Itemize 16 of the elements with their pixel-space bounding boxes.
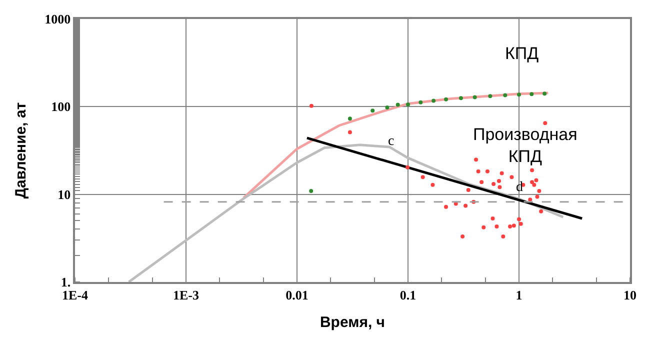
annotation: c: [388, 134, 394, 149]
x-tick-label: 0.1: [400, 287, 416, 302]
annotation: КПД: [505, 44, 540, 63]
x-tick-label: 1E-4: [62, 287, 88, 302]
x-tick-label: 0.01: [286, 287, 308, 302]
x-tick-label: 1E-3: [173, 287, 200, 302]
y-tick-label: 100: [51, 99, 71, 114]
x-tick-label: 10: [624, 287, 636, 302]
x-axis-title: Время, ч: [320, 314, 386, 331]
annotation: d: [516, 180, 523, 195]
y-axis-title: Давление, ат: [12, 102, 30, 199]
y-tick-label: 10: [58, 186, 71, 202]
annotation: Производная КПД: [473, 125, 578, 166]
y-tick-label: 1000: [44, 12, 71, 27]
y-tick-label: 1.: [60, 274, 71, 290]
x-tick-label: 1: [516, 287, 522, 302]
